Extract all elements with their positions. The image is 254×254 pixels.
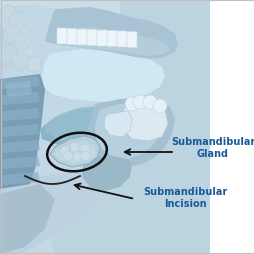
Circle shape [80,145,90,154]
Circle shape [0,46,17,64]
Circle shape [11,53,29,71]
Polygon shape [0,75,45,189]
Circle shape [0,6,17,24]
FancyBboxPatch shape [117,32,126,48]
Polygon shape [40,108,141,152]
Polygon shape [0,0,209,254]
Polygon shape [0,0,120,254]
Circle shape [17,41,35,59]
Polygon shape [0,199,55,254]
Circle shape [133,96,146,109]
Polygon shape [42,50,164,103]
Circle shape [142,96,156,109]
Circle shape [1,66,19,84]
FancyBboxPatch shape [67,29,77,45]
Polygon shape [2,172,40,185]
Polygon shape [120,102,167,141]
Text: Submandibular
Incision: Submandibular Incision [142,186,226,208]
Polygon shape [45,107,139,147]
Polygon shape [2,93,40,106]
Polygon shape [82,154,132,191]
Polygon shape [5,82,32,98]
Circle shape [9,13,27,31]
Polygon shape [56,28,169,57]
Circle shape [63,151,73,161]
Circle shape [0,81,14,99]
Circle shape [152,100,166,114]
Circle shape [3,26,21,44]
Polygon shape [0,184,55,254]
Polygon shape [2,140,40,153]
FancyBboxPatch shape [77,30,87,46]
Circle shape [70,142,80,152]
Polygon shape [2,156,40,169]
Polygon shape [54,141,97,164]
Circle shape [73,152,83,162]
Circle shape [80,151,90,161]
Circle shape [0,8,22,32]
Polygon shape [88,98,174,167]
FancyBboxPatch shape [87,30,97,46]
Polygon shape [2,124,40,137]
Polygon shape [2,77,40,90]
Circle shape [7,24,28,45]
Circle shape [124,98,138,112]
Polygon shape [50,136,100,167]
Polygon shape [0,171,102,254]
Polygon shape [2,108,40,121]
FancyBboxPatch shape [126,32,136,48]
FancyBboxPatch shape [57,29,67,45]
Polygon shape [104,112,132,137]
Polygon shape [45,8,177,60]
Circle shape [13,33,31,51]
FancyBboxPatch shape [97,31,107,47]
Circle shape [26,57,41,72]
Text: Submandibular
Gland: Submandibular Gland [170,137,254,158]
Circle shape [60,146,70,156]
Polygon shape [95,103,164,159]
FancyBboxPatch shape [107,31,117,47]
Polygon shape [0,0,120,30]
